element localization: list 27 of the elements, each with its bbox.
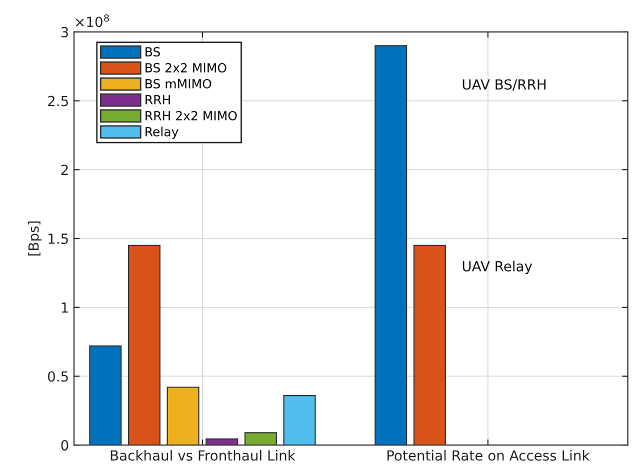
y-tick-label: 2 <box>61 164 68 175</box>
legend-label: BS mMIMO <box>146 79 212 88</box>
bar <box>244 432 277 446</box>
y-tick-label: 1 <box>62 302 68 313</box>
y-tick-label: 1.5 <box>48 234 68 244</box>
y-tick-label: 0 <box>61 440 68 451</box>
bar <box>206 438 238 446</box>
bar <box>413 244 446 446</box>
annotation: UAV BS/RRH <box>462 79 546 91</box>
y-tick-label: 2.5 <box>48 96 68 106</box>
legend-label: Relay <box>146 126 178 139</box>
y-tick-label: 0.5 <box>48 371 68 382</box>
annotation: UAV Relay <box>462 260 532 274</box>
legend-label: RRH <box>146 95 170 104</box>
bar <box>374 45 408 446</box>
bar <box>128 244 160 446</box>
x-tick-label: Potential Rate on Access Link <box>387 450 590 461</box>
text: ×10$^{8}$ <box>76 14 109 28</box>
legend-label: RRH 2x2 MIMO <box>146 110 237 120</box>
bar <box>283 394 316 446</box>
y-tick-label: 3 <box>61 26 68 38</box>
x-tick-label: Backhaul vs Fronthaul Link <box>110 450 296 461</box>
bar <box>166 386 200 446</box>
legend-label: BS <box>146 47 160 57</box>
y-axis-title: [Bps] <box>28 222 42 256</box>
legend-label: BS 2x2 MIMO <box>146 63 226 72</box>
bar <box>89 345 122 446</box>
